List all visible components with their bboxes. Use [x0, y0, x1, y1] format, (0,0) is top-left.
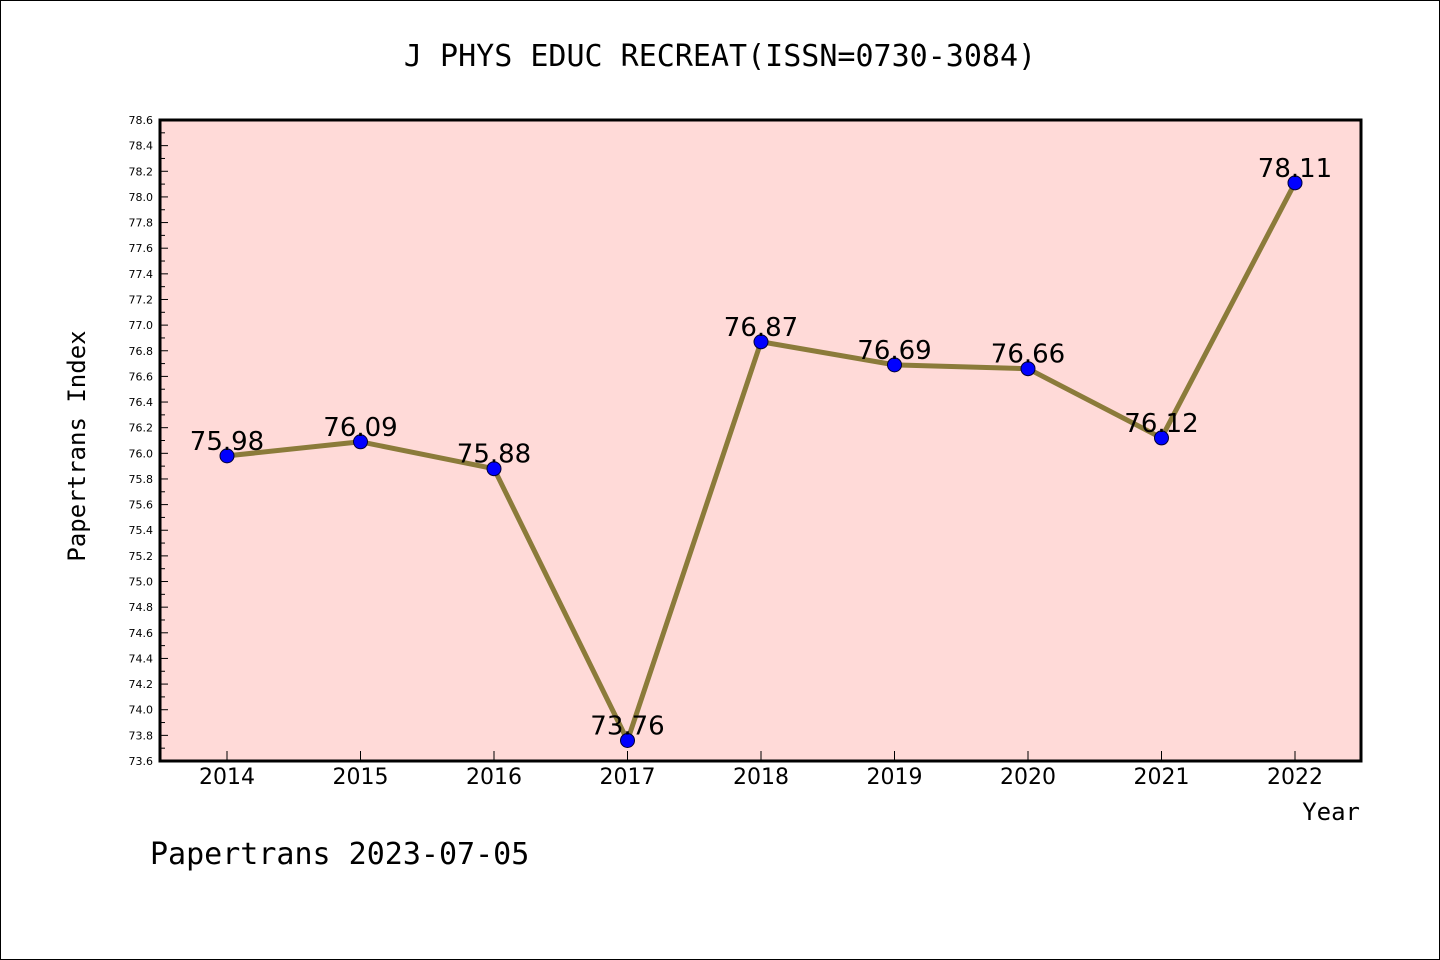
y-tick-label: 78.6: [129, 114, 154, 127]
series-group: [219, 175, 1303, 748]
y-tick-label: 76.2: [129, 422, 154, 435]
data-point: [486, 461, 502, 477]
data-label: 76.09: [323, 413, 397, 443]
footer-date: Papertrans 2023-07-05: [150, 837, 529, 872]
chart-title: J PHYS EDUC RECREAT(ISSN=0730-3084): [404, 39, 1036, 74]
x-axis-title: Year: [1302, 798, 1360, 826]
x-tick-label: 2019: [867, 765, 923, 790]
data-point: [1154, 430, 1169, 446]
data-label: 76.66: [991, 340, 1065, 370]
y-axis-ticks: 73.6 73.8 74.0 74.2 74.4 74.6 74.8 75.0 75.2 75.4…: [129, 114, 168, 768]
data-label: 75.88: [457, 440, 531, 470]
y-tick-label: 76.8: [129, 345, 154, 358]
x-tick-label: 2020: [1000, 765, 1056, 790]
data-label: 76.87: [724, 313, 798, 343]
x-tick-label: 2018: [733, 765, 789, 790]
y-tick-label: 78.4: [129, 140, 154, 153]
data-label: 75.98: [190, 427, 264, 457]
y-tick-label: 77.4: [129, 268, 154, 281]
y-tick-label: 77.6: [129, 242, 154, 255]
data-label: 73.76: [590, 711, 664, 741]
y-tick-label: 74.2: [129, 678, 154, 691]
y-tick-label: 75.6: [129, 499, 154, 512]
plot-border: [158, 118, 1363, 763]
data-labels: 75.98 76.09 75.88 73.76 76.87 76.69 76.66 76.12…: [190, 154, 1332, 742]
data-point: [620, 732, 635, 748]
y-tick-label: 74.8: [129, 601, 154, 614]
x-tick-label: 2022: [1267, 765, 1323, 790]
y-tick-label: 75.8: [129, 473, 154, 486]
data-label: 78.11: [1258, 154, 1332, 184]
data-label: 76.69: [857, 336, 931, 366]
x-tick-label: 2014: [199, 765, 255, 790]
x-tick-label: 2017: [600, 765, 656, 790]
x-tick-label: 2016: [466, 765, 522, 790]
y-tick-label: 76.4: [129, 396, 154, 409]
y-tick-label: 78.2: [129, 165, 154, 178]
y-tick-label: 77.0: [129, 319, 154, 332]
y-tick-label: 75.2: [129, 550, 154, 563]
y-tick-label: 75.4: [129, 524, 154, 537]
data-point: [219, 448, 235, 464]
data-point: [1287, 175, 1303, 191]
y-tick-label: 74.0: [129, 704, 154, 717]
y-tick-label: 75.0: [129, 576, 154, 589]
y-tick-label: 74.4: [129, 652, 154, 665]
y-tick-label: 73.8: [129, 729, 154, 742]
y-tick-label: 78.0: [129, 191, 154, 204]
y-tick-label: 77.2: [129, 293, 154, 306]
y-axis-title: Papertrans Index: [63, 330, 91, 561]
y-tick-label: 74.6: [129, 627, 154, 640]
data-point: [1020, 361, 1036, 377]
data-label: 76.12: [1124, 409, 1198, 439]
x-axis-ticks: 2014 2015 2016 2017 2018 2019 2020 2021 2022: [199, 751, 1323, 790]
data-point: [753, 334, 769, 350]
y-tick-label: 77.8: [129, 217, 154, 230]
data-point: [887, 357, 902, 373]
x-tick-label: 2021: [1134, 765, 1190, 790]
data-point: [353, 434, 368, 450]
x-tick-label: 2015: [333, 765, 389, 790]
y-tick-label: 73.6: [129, 755, 154, 768]
y-tick-label: 76.6: [129, 370, 154, 383]
y-tick-label: 76.0: [129, 447, 154, 460]
